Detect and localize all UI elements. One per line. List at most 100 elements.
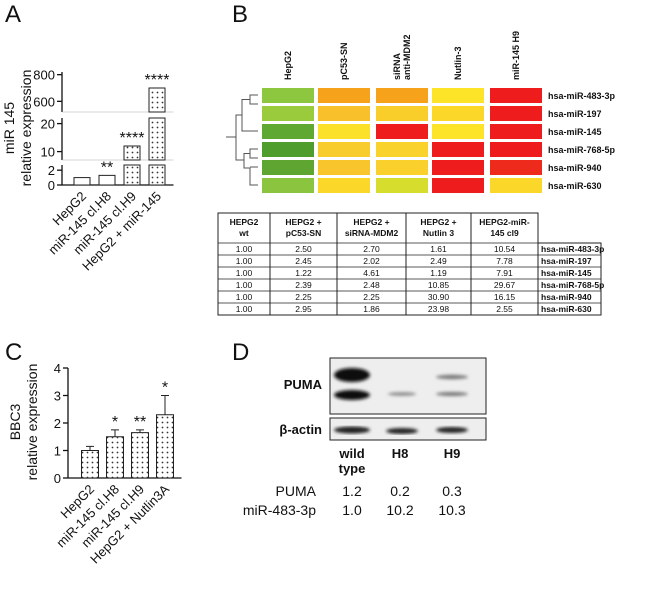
table-header: 145 cl9 bbox=[490, 228, 519, 238]
dendrogram bbox=[226, 95, 258, 185]
heatmap-cell bbox=[262, 124, 314, 139]
heatmap-cell bbox=[318, 160, 370, 175]
table-cell: 4.61 bbox=[363, 268, 380, 278]
heatmap-cell bbox=[432, 106, 484, 121]
table-cell: 7.78 bbox=[496, 256, 513, 266]
quant-label: miR-483-3p bbox=[243, 502, 316, 518]
table-header: siRNA-MDM2 bbox=[345, 228, 399, 238]
row-label: hsa-miR-197 bbox=[548, 109, 602, 119]
heatmap-cell bbox=[376, 88, 428, 103]
heatmap-cell bbox=[262, 160, 314, 175]
column-label: siRNA bbox=[392, 52, 402, 80]
table-header: wt bbox=[238, 228, 249, 238]
y-tick-label: 2 bbox=[48, 163, 55, 178]
bar bbox=[107, 437, 124, 478]
y-tick-label: 3 bbox=[54, 389, 61, 404]
table-cell: 23.98 bbox=[428, 304, 450, 314]
quant-value: 10.2 bbox=[386, 502, 413, 518]
quant-value: 1.0 bbox=[342, 502, 362, 518]
heatmap-cell bbox=[432, 88, 484, 103]
column-label: anti-MDM2 bbox=[402, 35, 412, 81]
table-header: HEPG2 + bbox=[353, 217, 389, 227]
column-label: Nutlin-3 bbox=[453, 47, 463, 81]
lane-label: type bbox=[339, 461, 366, 476]
bar bbox=[99, 175, 115, 185]
y-tick-label: 10 bbox=[41, 145, 55, 160]
table-cell: 16.15 bbox=[494, 292, 516, 302]
bar bbox=[149, 165, 165, 185]
table-cell: 1.22 bbox=[295, 268, 312, 278]
heatmap-cell bbox=[318, 124, 370, 139]
heatmap-cell bbox=[376, 178, 428, 193]
significance: * bbox=[112, 414, 118, 431]
quant-value: 1.2 bbox=[342, 483, 362, 499]
y-axis-label: relative expression bbox=[18, 70, 34, 187]
bar bbox=[149, 118, 165, 160]
table-header: HEPG2 bbox=[230, 217, 259, 227]
heatmap-cell bbox=[490, 124, 542, 139]
panel-letter: D bbox=[232, 339, 249, 366]
heatmap-cell bbox=[318, 142, 370, 157]
bar bbox=[132, 433, 149, 478]
table-cell: 2.49 bbox=[430, 256, 447, 266]
table-cell: hsa-miR-630 bbox=[541, 304, 592, 314]
table-cell: 2.45 bbox=[295, 256, 312, 266]
significance: **** bbox=[145, 72, 170, 89]
table-cell: 29.67 bbox=[494, 280, 516, 290]
significance: ** bbox=[101, 159, 113, 176]
heatmap-cell bbox=[376, 142, 428, 157]
quant-value: 10.3 bbox=[438, 502, 465, 518]
table-cell: 2.25 bbox=[295, 292, 312, 302]
bar bbox=[124, 165, 140, 185]
heatmap-cell bbox=[318, 106, 370, 121]
heatmap-cell bbox=[490, 88, 542, 103]
heatmap-cell bbox=[376, 106, 428, 121]
table-header: HEPG2 + bbox=[420, 217, 456, 227]
panel-letter: B bbox=[232, 1, 248, 28]
heatmap-cell bbox=[432, 178, 484, 193]
heatmap-cell bbox=[262, 88, 314, 103]
heatmap-cell bbox=[490, 178, 542, 193]
table-cell: hsa-miR-483-3p bbox=[541, 244, 604, 254]
table-cell: hsa-miR-145 bbox=[541, 268, 592, 278]
table-cell: 30.90 bbox=[428, 292, 450, 302]
table-cell: 1.00 bbox=[236, 244, 253, 254]
bar bbox=[74, 178, 90, 185]
significance: **** bbox=[120, 130, 145, 147]
table-header: HEPG2-miR- bbox=[479, 217, 530, 227]
y-tick-label: 800 bbox=[33, 68, 55, 83]
heatmap-cell bbox=[262, 106, 314, 121]
table-cell: 1.00 bbox=[236, 292, 253, 302]
table-cell: 1.00 bbox=[236, 268, 253, 278]
table-cell: 1.86 bbox=[363, 304, 380, 314]
significance: * bbox=[162, 380, 168, 397]
heatmap-cell bbox=[490, 142, 542, 157]
row-label: hsa-miR-630 bbox=[548, 181, 602, 191]
y-tick-label: 0 bbox=[54, 471, 61, 486]
heatmap-cell bbox=[262, 142, 314, 157]
table-cell: 1.61 bbox=[430, 244, 447, 254]
column-label: HepG2 bbox=[283, 51, 293, 80]
table-cell: 10.54 bbox=[494, 244, 516, 254]
heatmap-cell bbox=[376, 124, 428, 139]
lane-label: wild bbox=[338, 446, 364, 461]
table-cell: 7.91 bbox=[496, 268, 513, 278]
y-axis-label: miR 145 bbox=[1, 102, 17, 154]
panel-letter: A bbox=[5, 1, 21, 28]
y-tick-label: 2 bbox=[54, 416, 61, 431]
table-cell: 2.48 bbox=[363, 280, 380, 290]
western-blot bbox=[330, 358, 486, 440]
quant-value: 0.3 bbox=[442, 483, 462, 499]
heatmap-cell bbox=[432, 142, 484, 157]
table-cell: 1.19 bbox=[430, 268, 447, 278]
significance: ** bbox=[134, 414, 146, 431]
heatmap-cell bbox=[490, 106, 542, 121]
row-label: hsa-miR-483-3p bbox=[548, 91, 616, 101]
y-tick-label: 0 bbox=[48, 178, 55, 193]
table-cell: hsa-miR-768-5p bbox=[541, 280, 604, 290]
table-header: Nutlin 3 bbox=[423, 228, 454, 238]
y-tick-label: 20 bbox=[41, 117, 55, 132]
heatmap-cell bbox=[318, 178, 370, 193]
table-cell: 2.70 bbox=[363, 244, 380, 254]
